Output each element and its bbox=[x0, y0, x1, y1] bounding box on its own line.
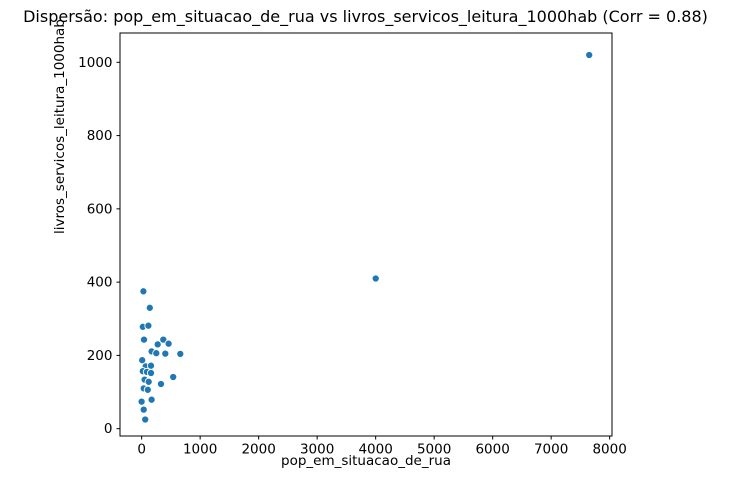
x-tick-label: 0 bbox=[137, 442, 146, 458]
data-point bbox=[139, 405, 148, 414]
data-point bbox=[137, 397, 146, 406]
data-point bbox=[147, 395, 156, 404]
axis-ticks: 0 1000 2000 3000 4000 5000 6000 7000 8000 0 200 400… bbox=[78, 55, 627, 458]
data-point bbox=[144, 321, 153, 330]
y-tick-label: 0 bbox=[104, 421, 113, 437]
data-point bbox=[161, 349, 170, 358]
data-point bbox=[145, 303, 154, 312]
y-tick-label: 400 bbox=[87, 275, 113, 291]
chart-title: Dispersão: pop_em_situacao_de_rua vs liv… bbox=[23, 7, 708, 26]
data-point bbox=[152, 349, 161, 358]
data-point bbox=[169, 372, 178, 382]
y-tick-label: 800 bbox=[87, 128, 113, 144]
x-axis-label: pop_em_situacao_de_rua bbox=[281, 453, 451, 469]
plot-frame bbox=[119, 32, 613, 437]
data-point bbox=[159, 335, 168, 344]
data-point bbox=[585, 50, 594, 60]
data-point bbox=[164, 339, 173, 348]
x-tick-label: 2000 bbox=[241, 442, 275, 458]
data-point bbox=[141, 415, 150, 424]
y-tick-label: 600 bbox=[87, 201, 113, 217]
x-tick-label: 3000 bbox=[300, 442, 334, 458]
data-point bbox=[144, 377, 153, 386]
data-point bbox=[139, 335, 149, 344]
x-tick-label: 5000 bbox=[417, 442, 451, 458]
data-point bbox=[176, 349, 185, 358]
x-tick-label: 4000 bbox=[358, 442, 392, 458]
scatter-points bbox=[137, 50, 594, 424]
x-tick-label: 8000 bbox=[592, 442, 626, 458]
data-point bbox=[139, 287, 148, 296]
data-point bbox=[143, 385, 152, 394]
y-tick-label: 1000 bbox=[78, 55, 112, 71]
data-point bbox=[371, 274, 380, 283]
data-point bbox=[156, 379, 166, 389]
x-tick-label: 7000 bbox=[534, 442, 568, 458]
data-point bbox=[153, 340, 162, 349]
data-point bbox=[138, 356, 147, 365]
data-point bbox=[146, 368, 156, 378]
x-tick-label: 6000 bbox=[475, 442, 509, 458]
x-tick-label: 1000 bbox=[183, 442, 217, 458]
y-tick-label: 200 bbox=[87, 348, 113, 364]
